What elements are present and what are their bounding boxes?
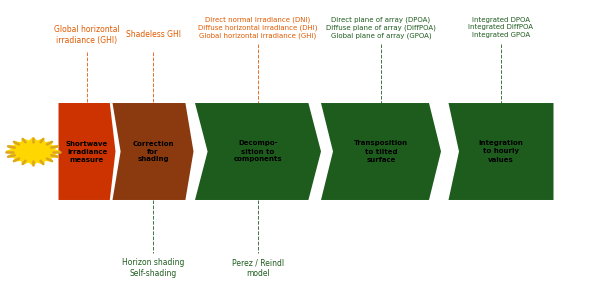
Text: Direct plane of array (DPOA)
Diffuse plane of array (DiffPOA)
Global plane of ar: Direct plane of array (DPOA) Diffuse pla…	[326, 16, 436, 38]
Text: Transposition
to tilted
surface: Transposition to tilted surface	[354, 141, 408, 162]
Text: Perez / Reindl
model: Perez / Reindl model	[232, 258, 284, 278]
Polygon shape	[6, 138, 60, 165]
Polygon shape	[58, 103, 115, 200]
Circle shape	[16, 143, 50, 160]
Polygon shape	[195, 103, 321, 200]
Text: Shortwave
irradiance
measure: Shortwave irradiance measure	[66, 141, 108, 162]
Text: Direct normal irradiance (DNI)
Diffuse horizontal irradiance (DHI)
Global horizo: Direct normal irradiance (DNI) Diffuse h…	[198, 16, 318, 38]
Text: Decompo-
sition to
components: Decompo- sition to components	[233, 141, 283, 162]
Text: Integrated DPOA
Integrated DiffPOA
Integrated GPOA: Integrated DPOA Integrated DiffPOA Integ…	[469, 17, 533, 38]
Text: Correction
for
shading: Correction for shading	[132, 141, 174, 162]
Text: Integration
to hourly
values: Integration to hourly values	[479, 141, 523, 162]
Text: Global horizontal
irradiance (GHI): Global horizontal irradiance (GHI)	[54, 25, 120, 45]
Text: Shadeless GHI: Shadeless GHI	[125, 30, 181, 39]
Polygon shape	[448, 103, 554, 200]
Text: Horizon shading
Self-shading: Horizon shading Self-shading	[122, 258, 184, 278]
Polygon shape	[321, 103, 441, 200]
Polygon shape	[113, 103, 193, 200]
